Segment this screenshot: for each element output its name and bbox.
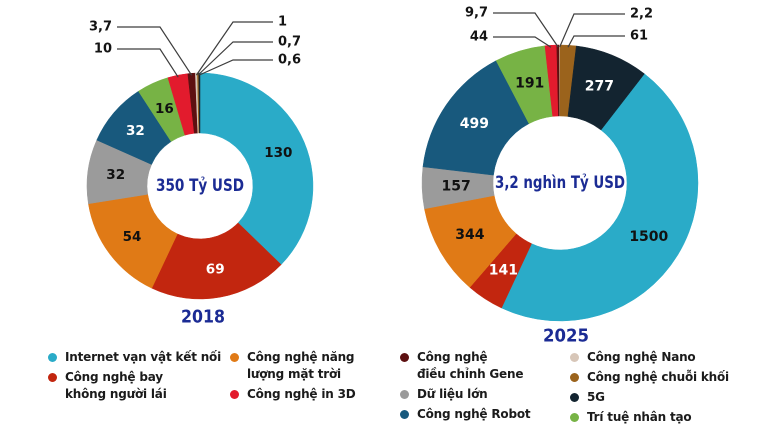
value-label-2018-robot: 32 xyxy=(126,123,145,139)
chart-year-2018: 2018 xyxy=(181,307,225,328)
callout-label-2018-print3d: 10 xyxy=(94,42,112,57)
value-label-2018-ai: 16 xyxy=(155,101,174,117)
value-label-2025-fiveg: 277 xyxy=(585,79,614,95)
callout-line-2018-gene xyxy=(117,26,193,76)
value-label-2025-robot: 499 xyxy=(460,116,489,132)
donut-2018: 130 69 54 32 32 16 10 3,7 1 0,7 0,6 350 Tỷ USD 2018 xyxy=(86,15,314,328)
value-label-2025-drone: 141 xyxy=(489,262,518,278)
callout-line-2025-nano xyxy=(559,13,625,48)
donut-2025: 1500 141 344 157 499 191 44 9,7 2,2 61 277 3,2 nghì… xyxy=(421,6,699,347)
callout-label-2025-nano: 2,2 xyxy=(630,7,653,22)
callout-line-2018-blockchain xyxy=(197,41,273,76)
value-label-2025-internet: 1500 xyxy=(629,229,668,245)
value-label-2018-internet: 130 xyxy=(264,145,292,161)
callout-label-2025-gene: 9,7 xyxy=(465,6,488,21)
callout-label-2018-nano: 1 xyxy=(278,15,287,30)
callout-line-2025-blockchain xyxy=(567,35,625,48)
center-label-2025: 3,2 nghìn Tỷ USD xyxy=(495,173,625,193)
callout-line-2025-print3d xyxy=(493,36,552,48)
callout-label-2025-blockchain: 61 xyxy=(630,29,648,44)
center-label-2018: 350 Tỷ USD xyxy=(156,176,244,196)
callout-label-2018-fiveg: 0,6 xyxy=(278,53,301,68)
callout-line-2018-nano xyxy=(195,21,273,76)
slice-2025-fiveg xyxy=(567,45,645,131)
value-label-2018-drone: 69 xyxy=(206,262,225,278)
slice-2018-fiveg xyxy=(198,72,201,134)
callout-label-2018-gene: 3,7 xyxy=(89,20,112,35)
value-label-2025-solar: 344 xyxy=(455,227,484,243)
value-label-2018-solar: 54 xyxy=(123,229,142,245)
chart-year-2025: 2025 xyxy=(543,326,589,347)
callout-label-2025-print3d: 44 xyxy=(470,30,488,45)
callout-line-2018-fiveg xyxy=(199,59,273,76)
callout-line-2018-print3d xyxy=(117,48,179,78)
slice-2018-internet xyxy=(199,72,314,265)
value-label-2025-bigdata: 157 xyxy=(441,179,470,195)
value-label-2018-bigdata: 32 xyxy=(106,167,125,183)
callout-line-2025-gene xyxy=(493,12,559,48)
slice-2025-internet xyxy=(501,73,699,322)
callout-label-2018-blockchain: 0,7 xyxy=(278,35,301,50)
value-label-2025-ai: 191 xyxy=(515,76,544,92)
slice-2018-drone xyxy=(151,222,282,300)
